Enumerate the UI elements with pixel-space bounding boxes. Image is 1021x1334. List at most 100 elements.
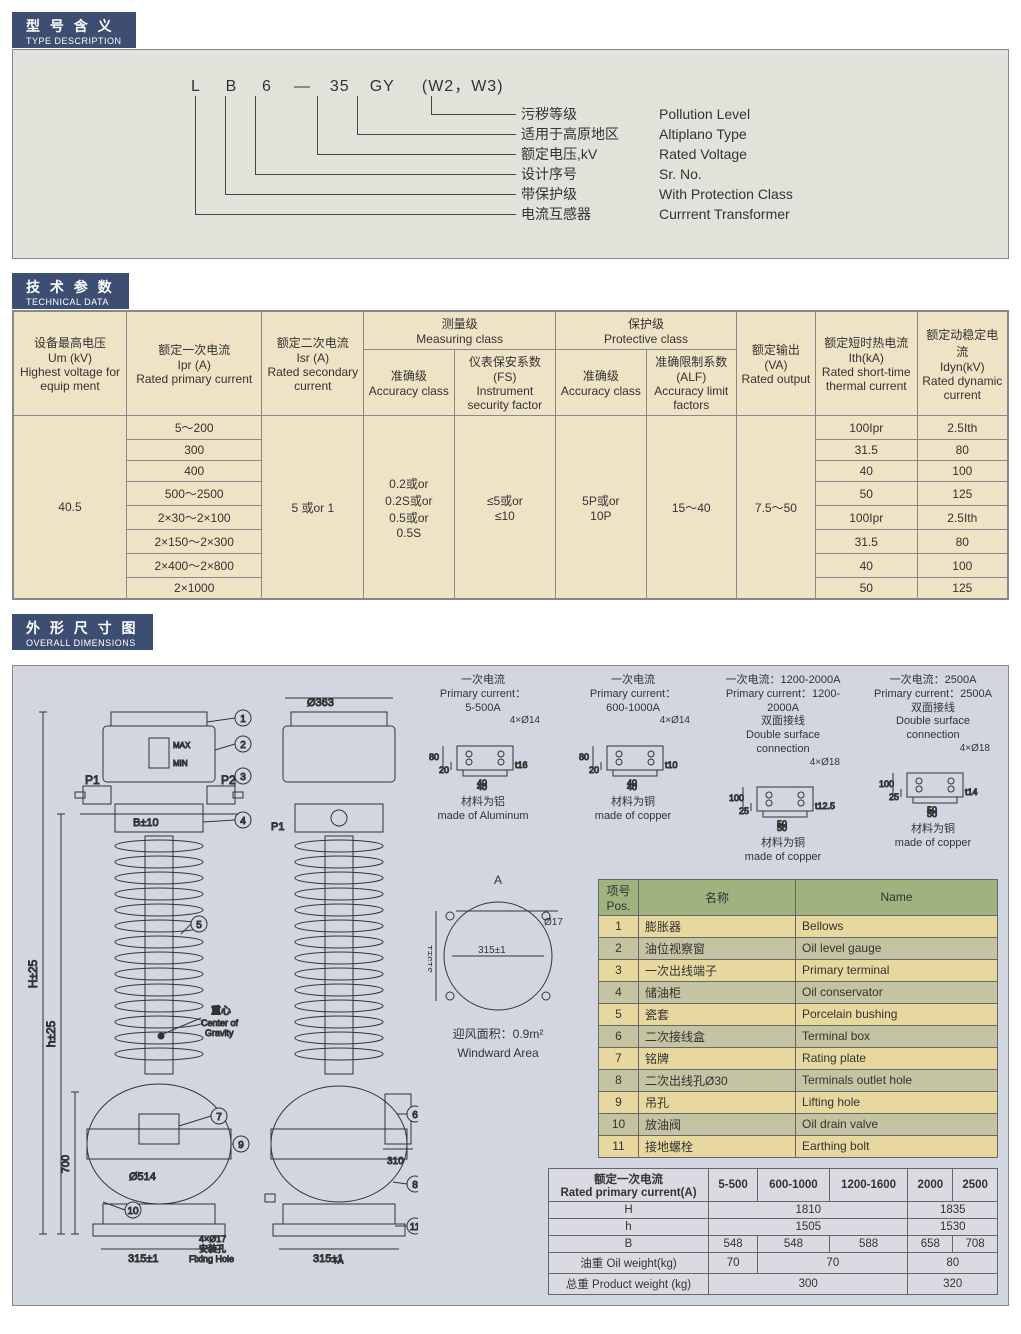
svg-text:h±25: h±25 [44, 1020, 58, 1047]
th-um: 设备最高电压Um (kV)Highest voltage for equip m… [14, 312, 127, 416]
th-ith: 额定短时热电流Ith(kA)Rated short-time thermal c… [815, 312, 917, 416]
pl-head-en: Name [796, 879, 998, 915]
svg-text:1: 1 [240, 714, 246, 725]
partlist-row: 1膨胀器Bellows [599, 915, 998, 937]
main-drawing: H±25 h±25 700 MAX MIN [23, 674, 418, 1295]
svg-text:4: 4 [240, 816, 246, 827]
svg-text:50: 50 [927, 809, 937, 819]
svg-text:10: 10 [127, 1206, 139, 1217]
svg-text:50: 50 [777, 823, 787, 833]
svg-text:B±10: B±10 [133, 817, 159, 829]
terminal-variant: 一次电流Primary current：5-500A 4×Ø14 80 20 4… [418, 674, 548, 865]
svg-text:40: 40 [477, 782, 487, 792]
th-idyn: 额定动稳定电流Idyn(kV)Rated dynamic current [917, 312, 1007, 416]
partlist-row: 7铭牌Rating plate [599, 1047, 998, 1069]
th-prot-alf: 准确限制系数(ALF)Accuracy limit factors [646, 350, 736, 416]
tech-title-en: TECHNICAL DATA [26, 297, 115, 307]
type-title-cn: 型 号 含 义 [26, 16, 122, 36]
dt-c2: 1200-1600 [829, 1168, 908, 1201]
dim-row: h15051530 [549, 1218, 998, 1235]
svg-text:4×Ø17: 4×Ø17 [199, 1234, 226, 1244]
svg-text:315±1: 315±1 [128, 1253, 159, 1264]
type-line5-cn: 电流互感器 [521, 204, 641, 224]
A-label: A [418, 873, 578, 887]
svg-text:310: 310 [387, 1156, 404, 1167]
type-line5-en: Currrent Transformer [641, 204, 790, 224]
type-line3-en: Sr. No. [641, 164, 702, 184]
code-B: B [216, 78, 246, 96]
svg-text:t16: t16 [515, 760, 528, 770]
svg-text:315±1: 315±1 [428, 944, 435, 972]
partlist-row: 8二次出线孔Ø30Terminals outlet hole [599, 1069, 998, 1091]
partlist-row: 11接地螺栓Earthing bolt [599, 1135, 998, 1157]
svg-text:P1: P1 [85, 773, 100, 787]
section-title-type: 型 号 含 义 TYPE DESCRIPTION [12, 12, 136, 48]
code-dash: — [287, 78, 317, 96]
svg-text:11: 11 [410, 1222, 418, 1233]
th-meas-acc: 准确级Accuracy class [364, 350, 454, 416]
svg-text:Center of: Center of [201, 1018, 239, 1028]
type-line2-en: Rated Voltage [641, 144, 747, 164]
overall-dimensions-box: H±25 h±25 700 MAX MIN [12, 665, 1009, 1306]
pl-head-cn: 名称 [639, 879, 796, 915]
tech-data-table: 设备最高电压Um (kV)Highest voltage for equip m… [12, 310, 1009, 600]
terminal-variants: 一次电流Primary current：5-500A 4×Ø14 80 20 4… [418, 674, 998, 865]
partlist-row: 6二次接线盒Terminal box [599, 1025, 998, 1047]
dim-row: 油重 Oil weight(kg)707080 [549, 1252, 998, 1273]
svg-text:t12.5: t12.5 [815, 801, 835, 811]
terminal-variant: 一次电流Primary current：600-1000A 4×Ø14 80 2… [568, 674, 698, 865]
type-line2-cn: 额定电压,kV [521, 144, 641, 164]
svg-text:80: 80 [579, 752, 589, 762]
svg-text:20: 20 [439, 765, 449, 775]
type-line0-cn: 污秽等级 [521, 104, 641, 124]
th-meas-fs: 仪表保安系数(FS)Instrument security factor [454, 350, 556, 416]
svg-text:H±25: H±25 [26, 959, 40, 988]
dim-title-cn: 外 形 尺 寸 图 [26, 618, 139, 638]
svg-text:25: 25 [739, 806, 749, 816]
type-code-row: L B 6 — 35 GY (W2，W3) [181, 72, 990, 96]
svg-text:100: 100 [879, 779, 894, 789]
partlist-row: 4储油柜Oil conservator [599, 981, 998, 1003]
svg-text:25: 25 [889, 792, 899, 802]
code-W: (W2，W3) [408, 72, 518, 96]
dim-title-en: OVERALL DIMENSIONS [26, 638, 139, 648]
svg-text:安装孔: 安装孔 [199, 1243, 226, 1254]
svg-text:t14: t14 [965, 787, 978, 797]
svg-text:3: 3 [240, 772, 246, 783]
parts-list-table: 项号Pos. 名称 Name 1膨胀器Bellows2油位视察窗Oil leve… [598, 879, 998, 1158]
ct-outline-svg: H±25 h±25 700 MAX MIN [23, 674, 418, 1264]
section-title-dim: 外 形 尺 寸 图 OVERALL DIMENSIONS [12, 614, 153, 650]
svg-text:Ø363: Ø363 [307, 697, 334, 709]
partlist-row: 9吊孔Lifting hole [599, 1091, 998, 1113]
svg-text:重心: 重心 [211, 1004, 231, 1017]
svg-text:2: 2 [240, 740, 246, 751]
dim-row: 总重 Product weight (kg)300320 [549, 1273, 998, 1294]
svg-text:5: 5 [196, 920, 202, 931]
svg-text:20: 20 [589, 765, 599, 775]
section-title-tech: 技 术 参 数 TECHNICAL DATA [12, 273, 129, 309]
svg-text:Fixing Hole: Fixing Hole [189, 1254, 234, 1264]
type-title-en: TYPE DESCRIPTION [26, 36, 122, 46]
th-isr: 额定二次电流Isr (A)Rated secondary current [262, 312, 364, 416]
code-6: 6 [252, 78, 282, 96]
type-line0-en: Pollution Level [641, 104, 750, 124]
dt-c1: 600-1000 [758, 1168, 829, 1201]
partlist-row: 3一次出线端子Primary terminal [599, 959, 998, 981]
th-prot-acc: 准确级Accuracy class [556, 350, 646, 416]
partlist-row: 5瓷套Porcelain bushing [599, 1003, 998, 1025]
type-line1-en: Altiplano Type [641, 124, 747, 144]
svg-text:9: 9 [238, 1140, 244, 1151]
type-bracket-diagram: 污秽等级Pollution Level 适用于高原地区Altiplano Typ… [181, 96, 990, 236]
code-GY: GY [362, 78, 402, 96]
svg-text:Ø514: Ø514 [129, 1171, 156, 1183]
type-label-list: 污秽等级Pollution Level 适用于高原地区Altiplano Typ… [521, 104, 793, 224]
svg-text:80: 80 [429, 752, 439, 762]
svg-text:Gravity: Gravity [205, 1028, 234, 1038]
dt-head: 额定一次电流Rated primary current(A) [549, 1168, 709, 1201]
type-line4-cn: 带保护级 [521, 184, 641, 204]
dt-c4: 2500 [953, 1168, 998, 1201]
svg-text:40: 40 [627, 782, 637, 792]
svg-text:7: 7 [216, 1112, 222, 1123]
tech-title-cn: 技 术 参 数 [26, 277, 115, 297]
terminal-variant: 一次电流：1200-2000APrimary current：1200-2000… [718, 674, 848, 865]
